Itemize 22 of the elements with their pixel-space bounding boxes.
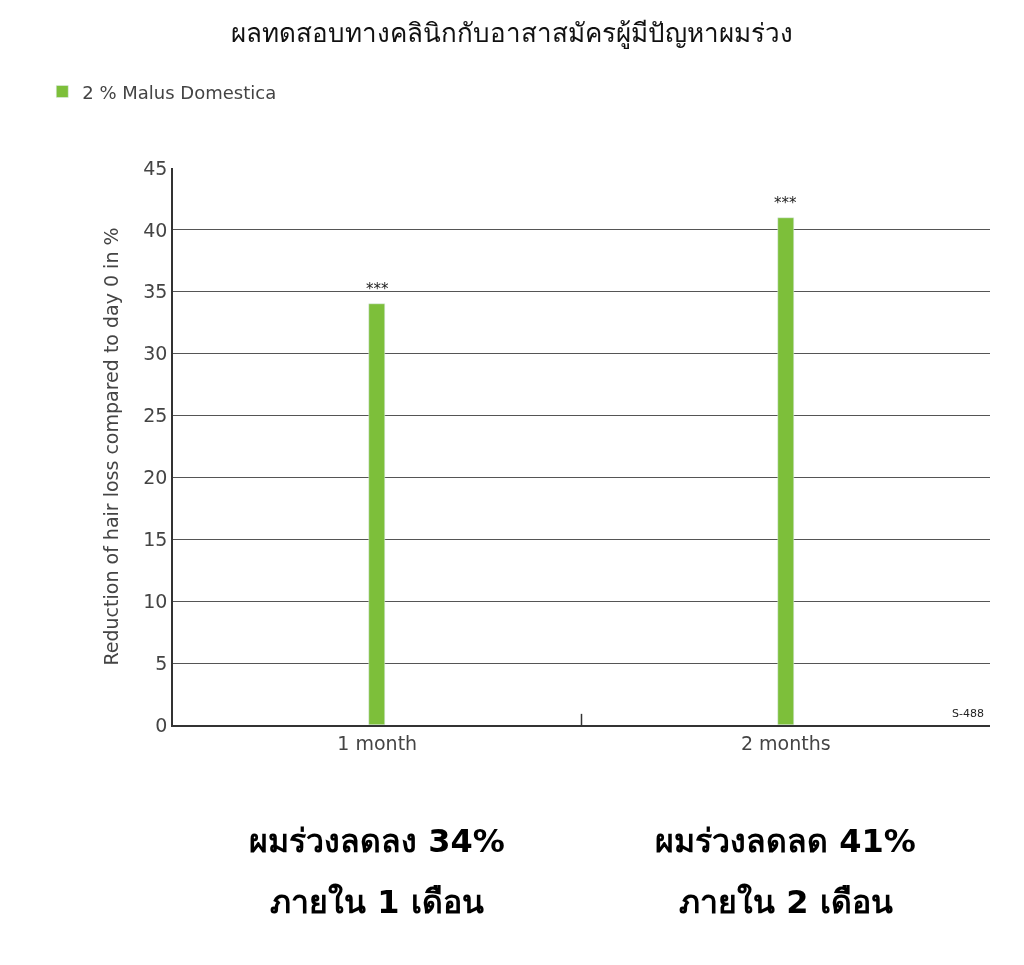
annotation: S-488 [952, 707, 984, 720]
y-axis-title: Reduction of hair loss compared to day 0 in % [99, 227, 122, 666]
y-tick-label: 45 [143, 156, 168, 179]
text: ภายใน 2 เดือน [679, 883, 893, 921]
legend-label: 2 % Malus Domestica [82, 81, 277, 103]
annotation: *** [366, 280, 389, 298]
x-tick-label: 2 months [740, 731, 831, 754]
y-tick-label: 30 [143, 342, 168, 365]
y-tick-label: 20 [143, 466, 168, 489]
y-tick-label: 35 [143, 280, 168, 303]
annotation: *** [774, 194, 797, 212]
x-tick-label: 1 month [337, 731, 418, 754]
text: ผมร่วงลดลด 41% [655, 822, 916, 860]
y-tick-label: 25 [143, 404, 168, 427]
y-tick-label: 40 [143, 218, 168, 241]
text: ผมร่วงลดลง 34% [249, 822, 505, 860]
y-tick-label: 15 [143, 527, 168, 550]
y-tick-label: 5 [155, 651, 168, 674]
text: ภายใน 1 เดือน [270, 883, 484, 921]
y-tick-label: 10 [143, 589, 168, 612]
y-tick-label: 0 [155, 713, 168, 736]
chart-title: ผลทดสอบทางคลินิกกับอาสาสมัครผู้มีปัญหาผมร่วง [231, 18, 793, 50]
